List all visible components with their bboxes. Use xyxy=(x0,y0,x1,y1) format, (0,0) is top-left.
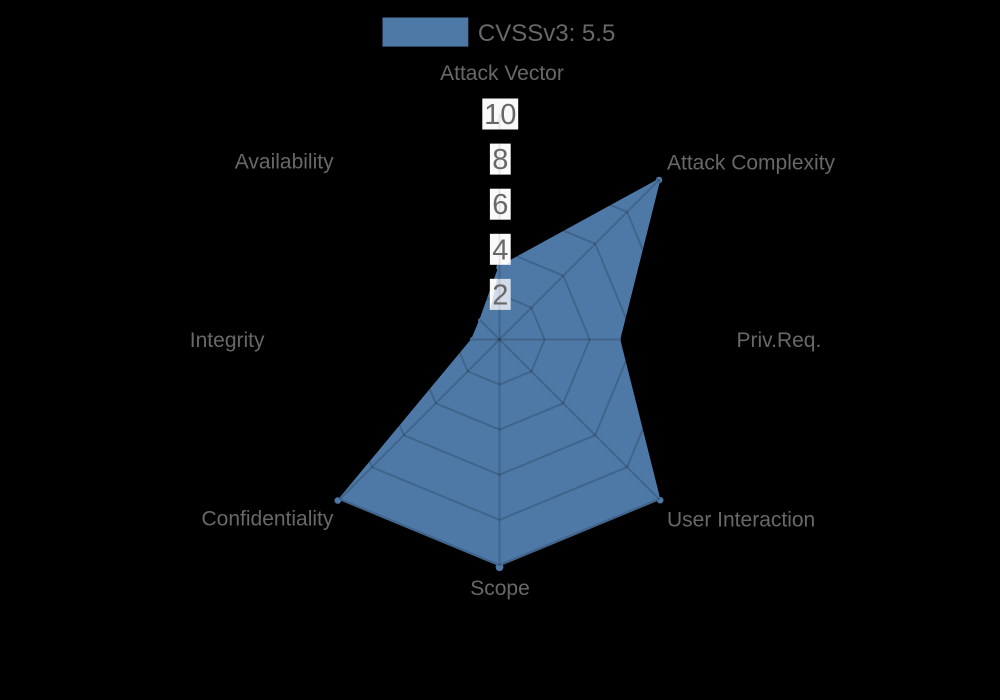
svg-text:CVSSv3: 5.5: CVSSv3: 5.5 xyxy=(478,20,615,47)
svg-text:Attack Complexity: Attack Complexity xyxy=(667,152,836,175)
svg-text:Scope: Scope xyxy=(470,577,530,600)
svg-text:Integrity: Integrity xyxy=(190,329,265,352)
svg-text:4: 4 xyxy=(492,234,508,266)
svg-text:Availability: Availability xyxy=(235,151,334,174)
svg-text:6: 6 xyxy=(492,189,508,221)
svg-text:8: 8 xyxy=(492,144,508,176)
svg-text:Priv.Req.: Priv.Req. xyxy=(737,329,822,352)
svg-text:Confidentiality: Confidentiality xyxy=(201,508,333,531)
svg-text:Attack Vector: Attack Vector xyxy=(440,62,564,85)
svg-text:2: 2 xyxy=(492,279,508,311)
svg-text:10: 10 xyxy=(484,99,516,131)
svg-text:User Interaction: User Interaction xyxy=(667,509,815,532)
